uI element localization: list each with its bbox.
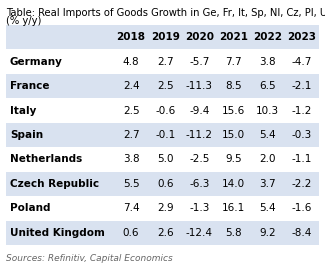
Text: 9.2: 9.2	[259, 228, 276, 238]
Text: (% y/y): (% y/y)	[6, 16, 41, 26]
Bar	[6, 49, 319, 74]
Text: -1.3: -1.3	[189, 203, 210, 213]
Text: 2020: 2020	[185, 32, 214, 42]
Text: -2.1: -2.1	[292, 81, 312, 91]
Text: United Kingdom: United Kingdom	[10, 228, 105, 238]
Text: -4.7: -4.7	[292, 57, 312, 67]
Text: -8.4: -8.4	[292, 228, 312, 238]
Text: 16.1: 16.1	[222, 203, 245, 213]
Text: 9.5: 9.5	[225, 155, 242, 164]
Text: 2022: 2022	[253, 32, 282, 42]
Text: Germany: Germany	[10, 57, 63, 67]
Text: Poland: Poland	[10, 203, 50, 213]
Text: 2.4: 2.4	[123, 81, 139, 91]
Text: 2.6: 2.6	[157, 228, 174, 238]
Text: 2019: 2019	[151, 32, 180, 42]
Bar	[6, 221, 319, 245]
Text: 5.0: 5.0	[157, 155, 174, 164]
Bar	[6, 123, 319, 147]
Text: -0.3: -0.3	[292, 130, 312, 140]
Text: -0.1: -0.1	[155, 130, 176, 140]
Text: -9.4: -9.4	[189, 106, 210, 115]
Text: Czech Republic: Czech Republic	[10, 179, 99, 189]
Text: 3.8: 3.8	[259, 57, 276, 67]
Text: -11.3: -11.3	[186, 81, 213, 91]
Text: 2.9: 2.9	[157, 203, 174, 213]
Text: 2.7: 2.7	[123, 130, 139, 140]
Text: 5.8: 5.8	[225, 228, 242, 238]
Text: 2.5: 2.5	[123, 106, 139, 115]
Text: -1.6: -1.6	[292, 203, 312, 213]
Text: 0.6: 0.6	[123, 228, 139, 238]
Text: 2021: 2021	[219, 32, 248, 42]
Text: Sources: Refinitiv, Capital Economics: Sources: Refinitiv, Capital Economics	[6, 254, 173, 263]
Text: -2.2: -2.2	[292, 179, 312, 189]
Text: -6.3: -6.3	[189, 179, 210, 189]
Text: 14.0: 14.0	[222, 179, 245, 189]
Bar	[6, 196, 319, 221]
Text: -5.7: -5.7	[189, 57, 210, 67]
Text: -0.6: -0.6	[155, 106, 176, 115]
Text: -11.2: -11.2	[186, 130, 213, 140]
Text: 10.3: 10.3	[256, 106, 279, 115]
Text: Table: Real Imports of Goods Growth in Ge, Fr, It, Sp, Nl, Cz, Pl, UK: Table: Real Imports of Goods Growth in G…	[6, 8, 325, 18]
Text: Spain: Spain	[10, 130, 43, 140]
Text: -12.4: -12.4	[186, 228, 213, 238]
Bar	[6, 147, 319, 172]
Text: 8.5: 8.5	[225, 81, 242, 91]
Text: 6.5: 6.5	[259, 81, 276, 91]
Bar	[6, 98, 319, 123]
Text: 7.4: 7.4	[123, 203, 139, 213]
Text: 4.8: 4.8	[123, 57, 139, 67]
Bar	[6, 172, 319, 196]
Text: France: France	[10, 81, 49, 91]
Text: -1.2: -1.2	[292, 106, 312, 115]
Bar	[6, 25, 319, 49]
Text: 5.4: 5.4	[259, 130, 276, 140]
Text: 2.0: 2.0	[259, 155, 276, 164]
Bar	[6, 74, 319, 98]
Text: Italy: Italy	[10, 106, 36, 115]
Text: 0.6: 0.6	[157, 179, 174, 189]
Text: 2018: 2018	[117, 32, 146, 42]
Text: 5.5: 5.5	[123, 179, 139, 189]
Text: 2023: 2023	[287, 32, 317, 42]
Text: 3.8: 3.8	[123, 155, 139, 164]
Text: 5.4: 5.4	[259, 203, 276, 213]
Text: -1.1: -1.1	[292, 155, 312, 164]
Text: 2.7: 2.7	[157, 57, 174, 67]
Text: 7.7: 7.7	[225, 57, 242, 67]
Text: 3.7: 3.7	[259, 179, 276, 189]
Text: 15.0: 15.0	[222, 130, 245, 140]
Text: 2.5: 2.5	[157, 81, 174, 91]
Text: -2.5: -2.5	[189, 155, 210, 164]
Text: 15.6: 15.6	[222, 106, 245, 115]
Text: Netherlands: Netherlands	[10, 155, 82, 164]
